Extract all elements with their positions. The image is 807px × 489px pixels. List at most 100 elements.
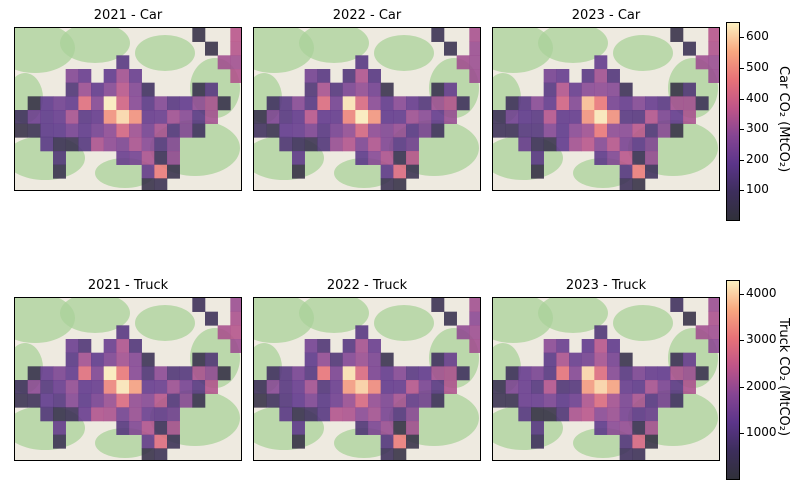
heatmap-cell bbox=[330, 82, 343, 97]
heatmap-cell bbox=[40, 123, 54, 138]
heatmap-cell bbox=[581, 82, 595, 97]
heatmap-cell bbox=[645, 96, 658, 111]
heatmap-cell bbox=[569, 407, 582, 422]
heatmap-cell bbox=[230, 69, 241, 83]
heatmap-cell bbox=[179, 96, 193, 111]
heatmap-cell bbox=[40, 407, 54, 422]
heatmap-cell bbox=[632, 434, 646, 449]
heatmap-cell bbox=[53, 421, 66, 435]
heatmap-cell bbox=[556, 110, 570, 124]
heatmap-cell bbox=[141, 96, 155, 111]
heatmap-cell bbox=[531, 110, 544, 124]
heatmap-cell bbox=[607, 393, 620, 408]
heatmap-cell bbox=[683, 366, 696, 381]
heatmap-cell bbox=[708, 325, 719, 340]
heatmap-cell bbox=[619, 352, 633, 367]
heatmap-cell bbox=[91, 380, 104, 394]
heatmap-cell bbox=[406, 393, 419, 408]
heatmap-cell bbox=[103, 407, 117, 422]
heatmap-cell bbox=[15, 123, 28, 138]
heatmap-cell bbox=[406, 123, 419, 138]
heatmap-cell bbox=[543, 82, 557, 97]
heatmap-cell bbox=[431, 82, 445, 97]
heatmap-cell bbox=[279, 96, 293, 111]
heatmap-cell bbox=[279, 123, 293, 138]
heatmap-cell bbox=[543, 110, 557, 124]
heatmap-cell bbox=[531, 380, 544, 394]
heatmap-cell bbox=[708, 41, 719, 56]
heatmap-cell bbox=[444, 96, 457, 111]
heatmap-cell bbox=[632, 164, 646, 179]
heatmap-cell bbox=[531, 123, 544, 138]
heatmap-cell bbox=[594, 110, 608, 124]
heatmap-cell bbox=[192, 380, 206, 394]
heatmap-panel-2021-car bbox=[14, 27, 242, 191]
heatmap-cell bbox=[40, 380, 54, 394]
heatmap-cell bbox=[607, 110, 620, 124]
heatmap-cell bbox=[645, 151, 658, 165]
heatmap-cell bbox=[292, 407, 305, 422]
basemap-forest bbox=[613, 305, 673, 341]
heatmap-cell bbox=[569, 352, 582, 367]
heatmap-cell bbox=[469, 325, 480, 340]
heatmap-cell bbox=[632, 421, 646, 435]
heatmap-cell bbox=[355, 421, 369, 435]
heatmap-cell bbox=[683, 380, 696, 394]
heatmap-cell bbox=[418, 96, 432, 111]
heatmap-cell bbox=[619, 366, 633, 381]
heatmap-cell bbox=[141, 380, 155, 394]
heatmap-cell bbox=[406, 434, 419, 449]
heatmap-cell bbox=[254, 380, 267, 394]
heatmap-cell bbox=[393, 96, 407, 111]
heatmap-cell bbox=[342, 366, 356, 381]
heatmap-cell bbox=[192, 28, 206, 42]
heatmap-cell bbox=[518, 96, 532, 111]
heatmap-cell bbox=[65, 407, 79, 422]
heatmap-cell bbox=[355, 96, 369, 111]
heatmap-cell bbox=[619, 434, 633, 449]
heatmap-cell bbox=[670, 366, 684, 381]
heatmap-cell bbox=[645, 380, 658, 394]
heatmap-cell bbox=[27, 366, 41, 381]
basemap-forest bbox=[60, 298, 130, 333]
heatmap-cell bbox=[342, 380, 356, 394]
heatmap-cell bbox=[670, 123, 684, 138]
heatmap-cell bbox=[15, 110, 28, 124]
heatmap-cell bbox=[192, 82, 206, 97]
heatmap-cell bbox=[380, 178, 394, 190]
heatmap-cell bbox=[569, 110, 582, 124]
basemap-forest bbox=[15, 28, 75, 73]
heatmap-cell bbox=[27, 380, 41, 394]
heatmap-cell bbox=[355, 339, 369, 353]
heatmap-cell bbox=[505, 96, 519, 111]
heatmap-cell bbox=[91, 110, 104, 124]
colorbar-tick-mark bbox=[740, 190, 744, 192]
heatmap-cell bbox=[431, 96, 445, 111]
heatmap-cell bbox=[65, 366, 79, 381]
heatmap-cell bbox=[230, 311, 241, 326]
heatmap-cell bbox=[292, 110, 305, 124]
heatmap-cell bbox=[518, 380, 532, 394]
heatmap-cell bbox=[594, 380, 608, 394]
heatmap-cell bbox=[154, 448, 168, 460]
heatmap-cell bbox=[607, 137, 620, 152]
heatmap-cell bbox=[368, 380, 381, 394]
heatmap-cell bbox=[317, 339, 331, 353]
heatmap-cell bbox=[355, 407, 369, 422]
heatmap-cell bbox=[406, 164, 419, 179]
colorbar-tick-label: 100 bbox=[746, 182, 769, 197]
heatmap-cell bbox=[607, 380, 620, 394]
heatmap-cell bbox=[368, 339, 381, 353]
heatmap-cell bbox=[393, 123, 407, 138]
heatmap-cell bbox=[304, 110, 318, 124]
heatmap-cell bbox=[505, 110, 519, 124]
heatmap-cell bbox=[330, 137, 343, 152]
heatmap-cell bbox=[116, 123, 130, 138]
heatmap-cell bbox=[670, 298, 684, 312]
heatmap-cell bbox=[581, 352, 595, 367]
heatmap-cell bbox=[619, 393, 633, 408]
heatmap-cell bbox=[393, 151, 407, 165]
heatmap-cell bbox=[355, 123, 369, 138]
heatmap-cell bbox=[279, 407, 293, 422]
heatmap-cell bbox=[330, 96, 343, 111]
